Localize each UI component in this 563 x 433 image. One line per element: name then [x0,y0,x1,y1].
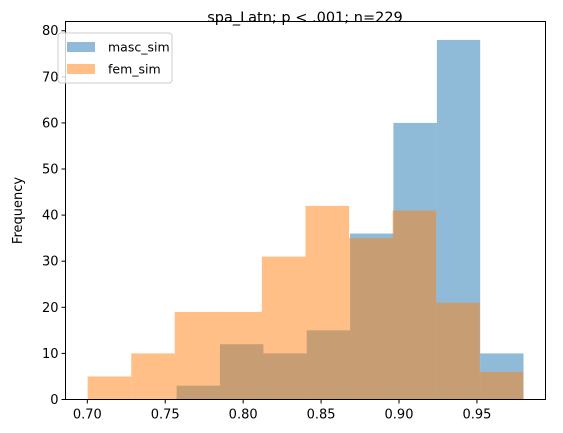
x-axis: 0.70 0.75 0.80 0.85 0.90 0.95 [73,399,491,423]
legend-swatch-masc_sim [67,42,95,52]
y-axis: 0 10 20 30 40 50 60 70 80 [42,24,66,408]
y-axis-label: Frequency [11,177,26,244]
y-tick-label: 30 [42,255,59,270]
bar-fem_sim-8 [436,302,480,400]
bar-fem_sim-4 [261,256,306,400]
bar-fem_sim-1 [131,353,175,400]
x-tick-label: 0.85 [307,408,336,423]
y-tick-label: 50 [42,163,59,178]
bar-fem_sim-3 [218,311,262,400]
x-tick-label: 0.90 [385,408,414,423]
y-tick-label: 70 [42,70,59,85]
y-tick-label: 0 [50,393,58,408]
x-tick-label: 0.70 [73,408,102,423]
bar-fem_sim-0 [87,376,132,400]
legend-swatch-fem_sim [67,64,95,74]
bars-layer [87,39,524,400]
chart-title: spa_Latn; p < .001; n=229 [207,10,403,26]
bar-fem_sim-7 [392,210,437,400]
legend: masc_sim fem_sim [57,32,173,84]
legend-label-masc_sim: masc_sim [108,40,170,55]
plot-frame [65,21,546,400]
y-tick-label: 10 [42,347,59,362]
bar-fem_sim-5 [305,205,350,400]
bar-fem_sim-9 [479,371,524,400]
x-tick-label: 0.95 [462,408,491,423]
x-tick-label: 0.75 [151,408,180,423]
y-tick-label: 60 [42,116,59,131]
bar-fem_sim-6 [349,238,393,400]
y-tick-label: 20 [42,301,59,316]
bar-fem_sim-2 [174,311,219,400]
legend-label-fem_sim: fem_sim [108,62,161,77]
x-tick-label: 0.80 [229,408,258,423]
y-tick-label: 80 [42,24,59,39]
y-tick-label: 40 [42,209,59,224]
